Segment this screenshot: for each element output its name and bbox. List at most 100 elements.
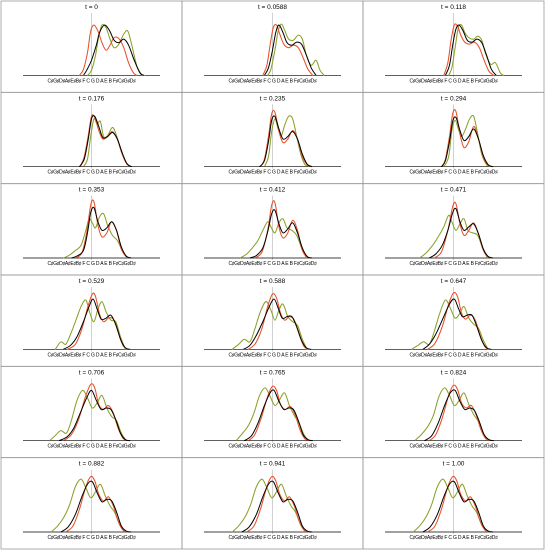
panel: t = 0.412 C♯G♯D♯A♯E♯B♯ F C G D A E B F♯C♯… [181,183,364,276]
series-line-red [65,475,128,533]
panel-title: t = 0.471 [441,187,467,194]
panel: t = 0.765 C♯G♯D♯A♯E♯B♯ F C G D A E B F♯C♯… [181,365,364,459]
x-tick-labels: C♯G♯D♯A♯E♯B♯ F C G D A E B F♯C♯G♯D♯ [47,170,136,176]
series-line-olive [54,299,126,350]
series-line-olive [63,212,128,259]
panel-title: t = 0.294 [441,95,467,102]
x-tick-labels: C♯G♯D♯A♯E♯B♯ F C G D A E B F♯C♯G♯D♯ [228,78,317,84]
series-line-red [247,385,310,442]
series-line-black [440,116,494,168]
series-line-black [71,206,132,259]
series-line-red [246,475,309,533]
panel: t = 0.529 C♯G♯D♯A♯E♯B♯ F C G D A E B F♯C♯… [0,274,183,367]
panel-title: t = 0.824 [441,369,467,376]
panel: t = 0.176 C♯G♯D♯A♯E♯B♯ F C G D A E B F♯C♯… [0,91,183,185]
series-line-black [78,115,133,168]
series-line-red [427,475,490,533]
panel-title: t = 1.00 [443,461,465,468]
x-tick-labels: C♯G♯D♯A♯E♯B♯ F C G D A E B F♯C♯G♯D♯ [228,535,317,541]
panel: t = 0 C♯G♯D♯A♯E♯B♯ F C G D A E B F♯C♯G♯D♯ [0,0,183,93]
series-line-black [241,480,313,533]
series-line-olive [448,23,504,76]
series-line-red [443,23,495,76]
panel-title: t = 0.353 [79,187,105,194]
panel-title: t = 0.235 [260,95,286,102]
panel: t = 1.00 C♯G♯D♯A♯E♯B♯ F C G D A E B F♯C♯G… [362,457,545,550]
series-line-black [83,24,145,76]
x-tick-labels: C♯G♯D♯A♯E♯B♯ F C G D A E B F♯C♯G♯D♯ [47,352,136,358]
panel-title: t = 0.647 [441,278,467,285]
x-tick-labels: C♯G♯D♯A♯E♯B♯ F C G D A E B F♯C♯G♯D♯ [409,170,498,176]
series-line-black [60,480,132,533]
series-line-olive [49,389,127,442]
x-tick-labels: C♯G♯D♯A♯E♯B♯ F C G D A E B F♯C♯G♯D♯ [228,170,317,176]
series-line-red [67,292,129,350]
series-line-black [422,480,494,533]
panel: t = 0.118 C♯G♯D♯A♯E♯B♯ F C G D A E B F♯C♯… [362,0,545,93]
x-tick-labels: C♯G♯D♯A♯E♯B♯ F C G D A E B F♯C♯G♯D♯ [409,444,498,450]
panel-title: t = 0.765 [260,369,286,376]
series-line-olive [50,478,125,533]
series-line-black [259,115,313,168]
series-line-black [422,298,492,350]
series-line-olive [419,214,488,259]
series-line-olive [412,478,487,533]
series-line-olive [414,387,489,442]
panel: t = 0.706 C♯G♯D♯A♯E♯B♯ F C G D A E B F♯C♯… [0,365,183,459]
series-line-olive [231,478,306,533]
series-line-red [262,23,314,76]
series-line-black [243,389,313,442]
series-line-black [424,389,494,442]
x-tick-labels: C♯G♯D♯A♯E♯B♯ F C G D A E B F♯C♯G♯D♯ [47,535,136,541]
panel: t = 0.824 C♯G♯D♯A♯E♯B♯ F C G D A E B F♯C♯… [362,365,545,459]
panel: t = 0.0588 C♯G♯D♯A♯E♯B♯ F C G D A E B F♯C… [181,0,364,93]
series-line-red [75,199,132,259]
series-line-black [263,24,317,76]
panel-title: t = 0.412 [260,187,286,194]
series-line-black [249,209,313,259]
panel-title: t = 0.176 [79,95,105,102]
series-line-black [59,389,131,442]
series-line-black [243,298,312,350]
panel: t = 0.294 C♯G♯D♯A♯E♯B♯ F C G D A E B F♯C♯… [362,91,545,185]
series-line-olive [443,114,491,168]
x-tick-labels: C♯G♯D♯A♯E♯B♯ F C G D A E B F♯C♯G♯D♯ [47,261,136,267]
series-line-black [63,298,131,350]
series-line-red [428,384,491,442]
x-tick-labels: C♯G♯D♯A♯E♯B♯ F C G D A E B F♯C♯G♯D♯ [409,352,498,358]
series-line-black [444,24,497,76]
series-line-olive [235,387,310,442]
panel: t = 0.588 C♯G♯D♯A♯E♯B♯ F C G D A E B F♯C♯… [181,274,364,367]
panel-title: t = 0.118 [441,4,466,11]
series-line-black [429,207,494,259]
series-line-red [78,24,137,76]
series-line-red [79,114,133,168]
panel-title: t = 0 [85,4,98,11]
x-tick-labels: C♯G♯D♯A♯E♯B♯ F C G D A E B F♯C♯G♯D♯ [47,78,136,84]
x-tick-labels: C♯G♯D♯A♯E♯B♯ F C G D A E B F♯C♯G♯D♯ [228,444,317,450]
x-tick-labels: C♯G♯D♯A♯E♯B♯ F C G D A E B F♯C♯G♯D♯ [228,261,317,267]
series-line-olive [267,23,325,76]
series-line-olive [87,24,145,76]
x-tick-labels: C♯G♯D♯A♯E♯B♯ F C G D A E B F♯C♯G♯D♯ [409,535,498,541]
panel-frame [362,457,545,550]
series-line-olive [239,218,307,259]
panel-title: t = 0.588 [260,278,286,285]
x-tick-labels: C♯G♯D♯A♯E♯B♯ F C G D A E B F♯C♯G♯D♯ [228,352,317,358]
panel: t = 0.941 C♯G♯D♯A♯E♯B♯ F C G D A E B F♯C♯… [181,457,364,550]
panel-title: t = 0.706 [79,369,105,376]
panel-title: t = 0.882 [79,461,105,468]
x-tick-labels: C♯G♯D♯A♯E♯B♯ F C G D A E B F♯C♯G♯D♯ [409,78,498,84]
panel-title: t = 0.941 [260,461,286,468]
panel: t = 0.353 C♯G♯D♯A♯E♯B♯ F C G D A E B F♯C♯… [0,183,183,276]
panel-title: t = 0.529 [79,278,105,285]
series-line-red [259,109,313,168]
panel-title: t = 0.0588 [258,4,287,11]
x-tick-labels: C♯G♯D♯A♯E♯B♯ F C G D A E B F♯C♯G♯D♯ [409,261,498,267]
series-line-olive [263,115,310,168]
panel: t = 0.235 C♯G♯D♯A♯E♯B♯ F C G D A E B F♯C♯… [181,91,364,185]
panel: t = 0.882 C♯G♯D♯A♯E♯B♯ F C G D A E B F♯C♯… [0,457,183,550]
panel: t = 0.647 C♯G♯D♯A♯E♯B♯ F C G D A E B F♯C♯… [362,274,545,367]
